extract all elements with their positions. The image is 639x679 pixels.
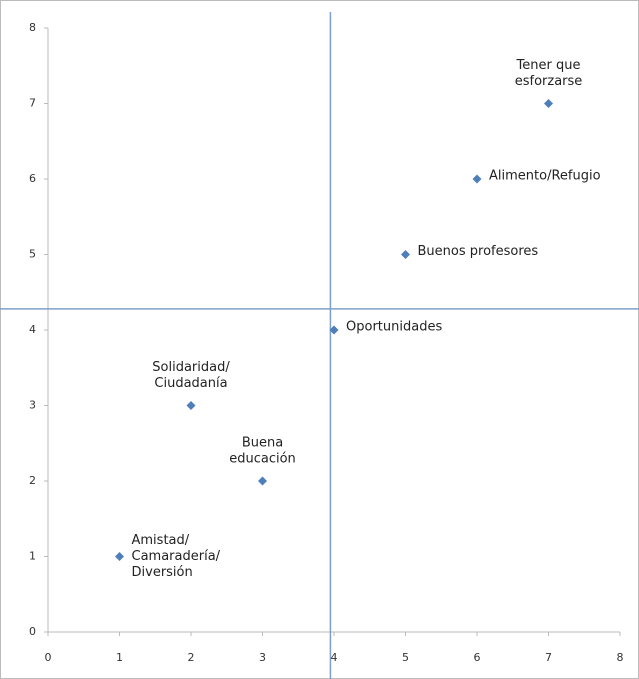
point-label: Diversión — [132, 565, 193, 580]
y-tick-label: 3 — [29, 399, 36, 412]
x-tick-label: 3 — [259, 651, 266, 664]
x-tick-label: 8 — [617, 651, 624, 664]
point — [329, 325, 339, 335]
x-tick-label: 6 — [474, 651, 481, 664]
y-tick-label: 6 — [29, 172, 36, 185]
y-tick-label: 0 — [29, 625, 36, 638]
point-label: Buenos profesores — [418, 244, 539, 259]
y-tick-label: 4 — [29, 323, 36, 336]
point — [472, 174, 482, 184]
point-label: Buena — [242, 436, 283, 451]
x-tick-label: 0 — [45, 651, 52, 664]
y-tick-label: 8 — [29, 21, 36, 34]
point — [258, 476, 267, 486]
x-tick-label: 2 — [188, 651, 195, 664]
point-label: Alimento/Refugio — [489, 169, 601, 184]
point — [401, 250, 410, 259]
point-label: Amistad/ — [132, 533, 190, 548]
y-tick-label: 2 — [29, 474, 36, 487]
point — [186, 401, 196, 410]
point — [544, 99, 553, 108]
x-tick-label: 4 — [331, 651, 338, 664]
point-label: Camaradería/ — [132, 549, 221, 564]
point-label: esforzarse — [515, 74, 583, 89]
point-label: educación — [229, 452, 296, 467]
y-tick-label: 5 — [29, 248, 36, 261]
point-label: Oportunidades — [346, 320, 442, 335]
point-label: Solidaridad/ — [152, 360, 230, 375]
point — [115, 552, 124, 561]
y-tick-label: 1 — [29, 550, 36, 563]
x-tick-label: 1 — [116, 651, 123, 664]
point-label: Tener que — [516, 58, 581, 73]
x-tick-label: 5 — [402, 651, 409, 664]
x-tick-label: 7 — [545, 651, 552, 664]
point-label: Ciudadanía — [154, 376, 227, 391]
y-tick-label: 7 — [29, 97, 36, 110]
